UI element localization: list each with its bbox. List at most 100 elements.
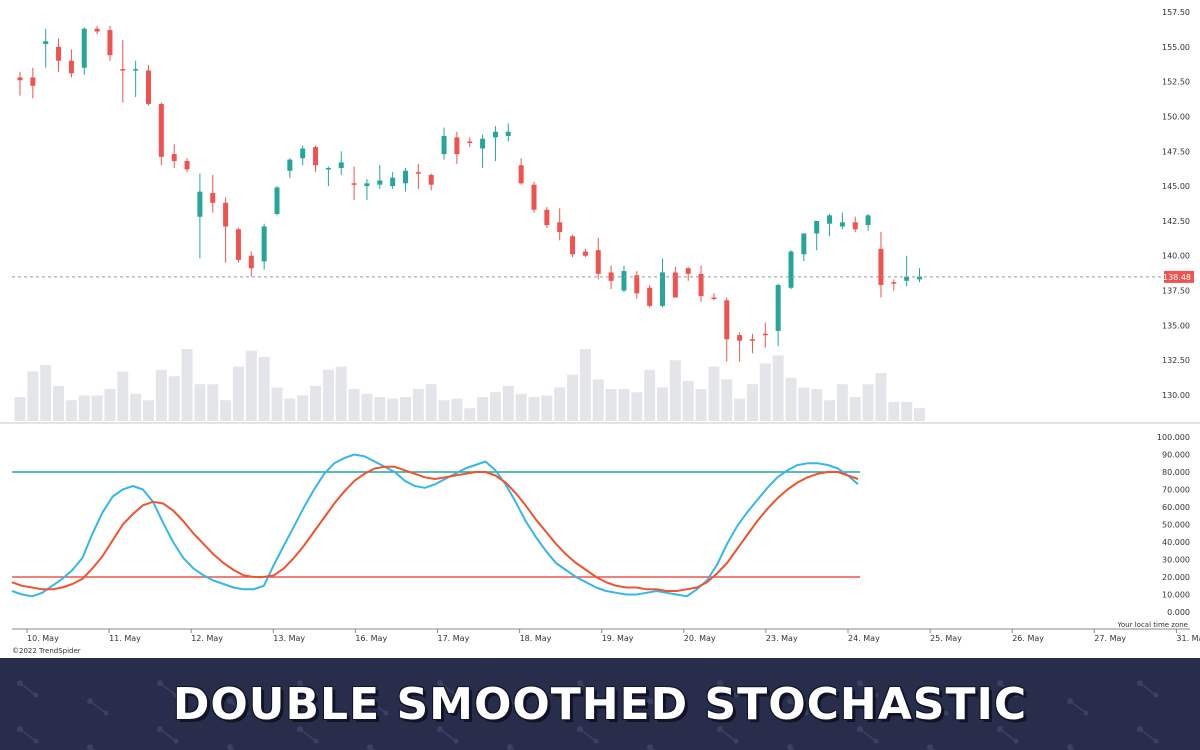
time-tick-label: 19. May	[602, 634, 634, 643]
time-tick-label: 16. May	[355, 634, 387, 643]
candle-body	[287, 159, 293, 171]
banner-pattern	[17, 680, 1159, 750]
oscillator-tick-label: 10.000	[1162, 591, 1190, 600]
volume-bars	[14, 349, 925, 421]
candle-body	[505, 131, 511, 136]
last-price-marker: 138.48	[12, 270, 1194, 283]
price-tick-label: 150.00	[1162, 112, 1190, 121]
pattern-link	[89, 746, 96, 750]
pattern-link	[929, 746, 936, 750]
pattern-dot	[103, 710, 109, 716]
volume-bar	[592, 379, 604, 421]
candle-body	[595, 250, 601, 274]
pattern-link	[369, 746, 376, 750]
time-tick-label: 12. May	[191, 634, 223, 643]
chart-canvas: 130.00 132.50 135.00 137.50 140.00 142.50 145.…	[0, 8, 1200, 655]
volume-bar	[605, 389, 617, 421]
volume-bar	[194, 384, 206, 421]
candle-body	[56, 46, 62, 61]
pattern-link	[579, 728, 597, 742]
candle-body	[94, 28, 100, 32]
volume-bar	[232, 366, 244, 421]
candle-body	[441, 135, 447, 155]
volume-bar	[657, 387, 668, 421]
volume-bar	[310, 385, 322, 421]
pattern-link	[1139, 728, 1157, 742]
volume-bar	[181, 349, 193, 421]
pattern-link	[719, 728, 737, 742]
volume-bar	[489, 392, 501, 421]
pattern-link	[19, 728, 37, 742]
candle-body	[467, 141, 473, 144]
pattern-dot	[1153, 692, 1159, 698]
pattern-dot	[173, 738, 179, 744]
pattern-link	[509, 700, 527, 714]
oscillator-tick-label: 40.000	[1162, 538, 1190, 547]
candle-body	[531, 184, 537, 210]
pattern-dot	[33, 738, 39, 744]
volume-bar	[721, 379, 733, 421]
timezone-label[interactable]: Your local time zone	[1117, 621, 1188, 629]
time-tick-label: 20. May	[684, 634, 716, 643]
pattern-link	[229, 746, 236, 750]
pattern-dot	[313, 692, 319, 698]
candle-body	[146, 70, 151, 104]
price-tick-label: 145.00	[1162, 182, 1190, 191]
pattern-dot	[313, 738, 319, 744]
volume-bar	[271, 387, 283, 421]
candle-body	[660, 272, 665, 306]
price-tick-label: 135.00	[1162, 321, 1190, 330]
volume-bar	[245, 350, 257, 421]
volume-bar	[207, 384, 219, 421]
volume-bar	[515, 393, 527, 421]
pattern-link	[929, 700, 947, 714]
price-tick-label: 132.50	[1162, 356, 1190, 365]
pattern-link	[299, 682, 317, 696]
volume-bar	[53, 385, 65, 421]
candle-body	[608, 272, 614, 281]
volume-bar	[438, 400, 450, 421]
candle-body	[158, 103, 164, 157]
pattern-dot	[173, 692, 179, 698]
pattern-dot	[873, 692, 879, 698]
volume-bar	[772, 355, 784, 421]
pattern-dot	[453, 692, 459, 698]
volume-bar	[901, 401, 913, 421]
candle-body	[749, 339, 755, 341]
time-tick-label: 23. May	[766, 634, 798, 643]
candle-body	[557, 222, 563, 233]
candle-body	[672, 272, 678, 298]
candle-body	[171, 154, 177, 162]
pattern-link	[19, 682, 37, 696]
candle-body	[621, 271, 627, 291]
volume-bar	[579, 349, 591, 421]
time-tick-label: 27. May	[1094, 634, 1126, 643]
candle-body	[570, 236, 576, 255]
volume-bar	[849, 397, 861, 421]
pattern-link	[369, 700, 387, 714]
oscillator-tick-label: 20.000	[1162, 573, 1190, 582]
time-tick-label: 10. May	[27, 634, 59, 643]
candle-body	[492, 131, 498, 138]
volume-bar	[220, 400, 232, 421]
volume-bar	[554, 387, 566, 421]
volume-bar	[412, 389, 424, 421]
pattern-dot	[453, 738, 459, 744]
pattern-dot	[1013, 738, 1019, 744]
pattern-link	[159, 682, 177, 696]
candle-body	[300, 148, 306, 159]
volume-bar	[425, 384, 437, 421]
oscillator-tick-label: 70.000	[1162, 486, 1190, 495]
candle-body	[184, 161, 190, 170]
volume-bar	[836, 384, 848, 421]
price-tick-label: 147.50	[1162, 147, 1190, 156]
candle-body	[852, 222, 858, 230]
candle-body	[390, 177, 396, 187]
candlestick-series[interactable]	[17, 25, 923, 362]
candle-body	[839, 222, 845, 227]
candle-body	[762, 333, 768, 336]
volume-bar	[117, 371, 129, 421]
candle-body	[68, 60, 74, 74]
pattern-link	[859, 728, 877, 742]
volume-bar	[400, 397, 411, 421]
